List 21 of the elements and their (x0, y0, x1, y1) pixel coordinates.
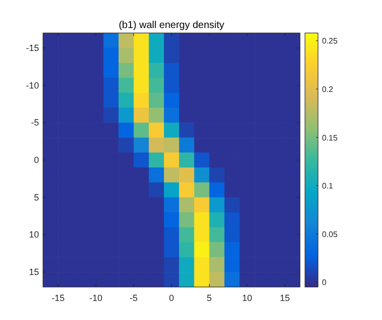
x-tick-label: 10 (242, 293, 252, 303)
x-tick-label: -15 (52, 293, 65, 303)
x-tick-label: 15 (280, 293, 290, 303)
color-bar-label: 0.2 (322, 85, 334, 94)
color-bar-label: 0.05 (322, 230, 338, 239)
color-bar-label: 0 (322, 278, 327, 288)
color-bar-label: 0.15 (322, 133, 338, 142)
y-tick-label: -5 (30, 118, 39, 128)
y-tick-label: -10 (26, 80, 39, 90)
color-bar-label: 0.25 (322, 36, 338, 46)
x-tick-label: -5 (130, 293, 138, 303)
y-tick-label: -15 (26, 42, 39, 53)
y-tick-label: 0 (34, 155, 39, 165)
x-tick-label: 5 (206, 293, 212, 303)
chart-title: (b1) wall energy density (118, 20, 224, 31)
x-tick-label: 0 (168, 293, 174, 303)
y-tick-label: 10 (28, 230, 39, 240)
x-tick-label: -10 (89, 293, 102, 303)
y-tick-label: 5 (34, 192, 39, 202)
y-tick-label: 15 (28, 267, 39, 278)
color-bar-label: 0.1 (322, 182, 334, 191)
